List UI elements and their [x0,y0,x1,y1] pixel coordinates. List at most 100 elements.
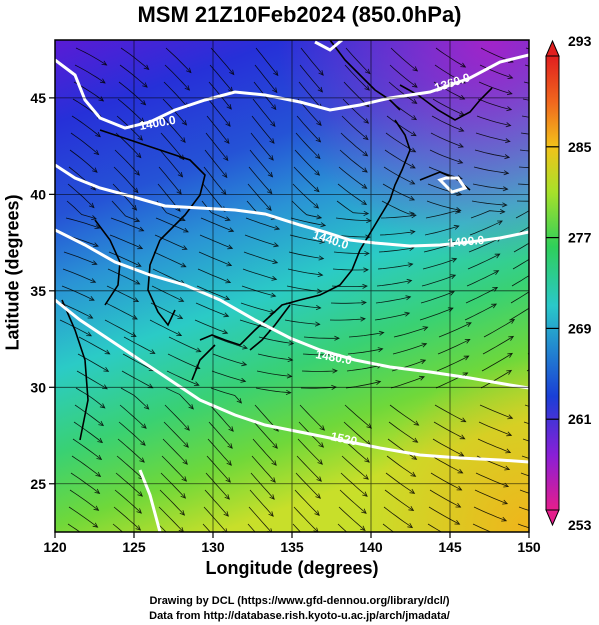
streamline-arrow [226,460,232,466]
streamline-arrow [419,375,425,381]
streamline [254,64,278,93]
streamline-arrow [317,459,323,465]
streamline [336,200,369,214]
streamline [251,115,275,144]
streamline [388,81,417,104]
streamline-arrow [267,545,272,550]
streamline [521,115,529,118]
streamline-arrow [316,214,323,220]
streamline-arrow [453,224,460,230]
streamline [242,268,277,280]
streamline [209,404,234,432]
streamline-arrow [410,131,417,137]
streamline-arrow [411,115,418,121]
streamline-arrow [136,508,142,514]
streamline-arrow [500,534,505,538]
streamline [118,421,146,446]
streamline-arrow [364,250,370,257]
streamline [114,489,142,514]
y-tick-labels: 25 30 35 40 45 [30,90,46,492]
streamline-arrow [87,313,94,319]
streamline [477,98,512,111]
streamline [344,64,370,91]
streamline-arrow [363,210,370,216]
streamline-arrow [313,527,319,532]
streamline [339,149,368,173]
streamline-arrow [539,234,544,238]
streamline-arrow [90,278,97,283]
streamline-arrow [92,522,99,528]
streamline-arrow [318,442,325,448]
streamline-arrow [455,208,461,214]
streamline [341,115,369,140]
streamline [380,214,416,219]
streamline [65,217,100,229]
streamline [379,231,415,236]
contour-label: 1480.0 [314,347,353,367]
x-tick-label: 130 [201,539,225,555]
streamline-arrow [99,403,106,409]
streamline [243,251,278,264]
streamline [376,280,412,287]
streamline [75,387,106,409]
x-tick-label: 120 [43,539,67,555]
streamline [206,115,230,144]
streamline-arrow [503,482,510,488]
streamline-arrow [178,527,184,532]
streamline [59,319,92,337]
streamline-arrow [410,213,417,219]
streamline-arrow [494,253,501,259]
streamline [210,387,242,404]
streamline-arrow [315,493,321,499]
axis-ticks [49,97,530,538]
streamline [515,210,529,219]
streamline-arrow [92,167,98,173]
streamline [294,489,320,516]
streamline-arrow [314,510,320,516]
streamline-arrow [177,314,184,319]
streamline [475,472,509,487]
streamline-arrow [408,505,415,512]
streamline-arrow [319,238,326,244]
streamline-arrow [552,429,557,433]
streamline-arrow [360,316,366,322]
streamline [438,322,472,338]
streamline [60,302,93,319]
y-axis-label: Latitude (degrees) [2,194,23,351]
streamline [425,210,461,219]
wind-streamlines [59,47,560,550]
streamline [121,370,153,389]
streamline [378,247,414,253]
streamline [513,242,529,253]
streamline-arrow [550,150,555,154]
streamline-arrow [224,138,230,145]
streamline [204,489,229,517]
streamline [525,47,529,50]
streamline [518,166,529,169]
streamline [468,237,502,253]
streamline [202,183,226,212]
streamline-arrow [464,338,471,344]
streamline-arrow [407,523,414,529]
streamline-arrow [181,245,188,250]
streamline-arrow [182,459,188,465]
streamline [528,336,529,337]
streamline-arrow [363,267,369,273]
streamline [346,364,382,372]
streamline [74,404,104,426]
streamline [108,251,142,267]
streamline-arrow [225,278,232,284]
streamline-arrow [549,480,554,484]
streamline [474,489,508,505]
streamline-arrow [270,477,276,483]
streamline-arrow [227,244,234,250]
streamline [203,506,227,532]
streamline-arrow [555,54,560,58]
streamline-arrow [136,152,142,159]
streamline [301,370,338,372]
streamline-arrow [98,420,105,427]
streamline [382,523,395,532]
streamline [76,370,108,390]
streamline-arrow [140,100,147,106]
